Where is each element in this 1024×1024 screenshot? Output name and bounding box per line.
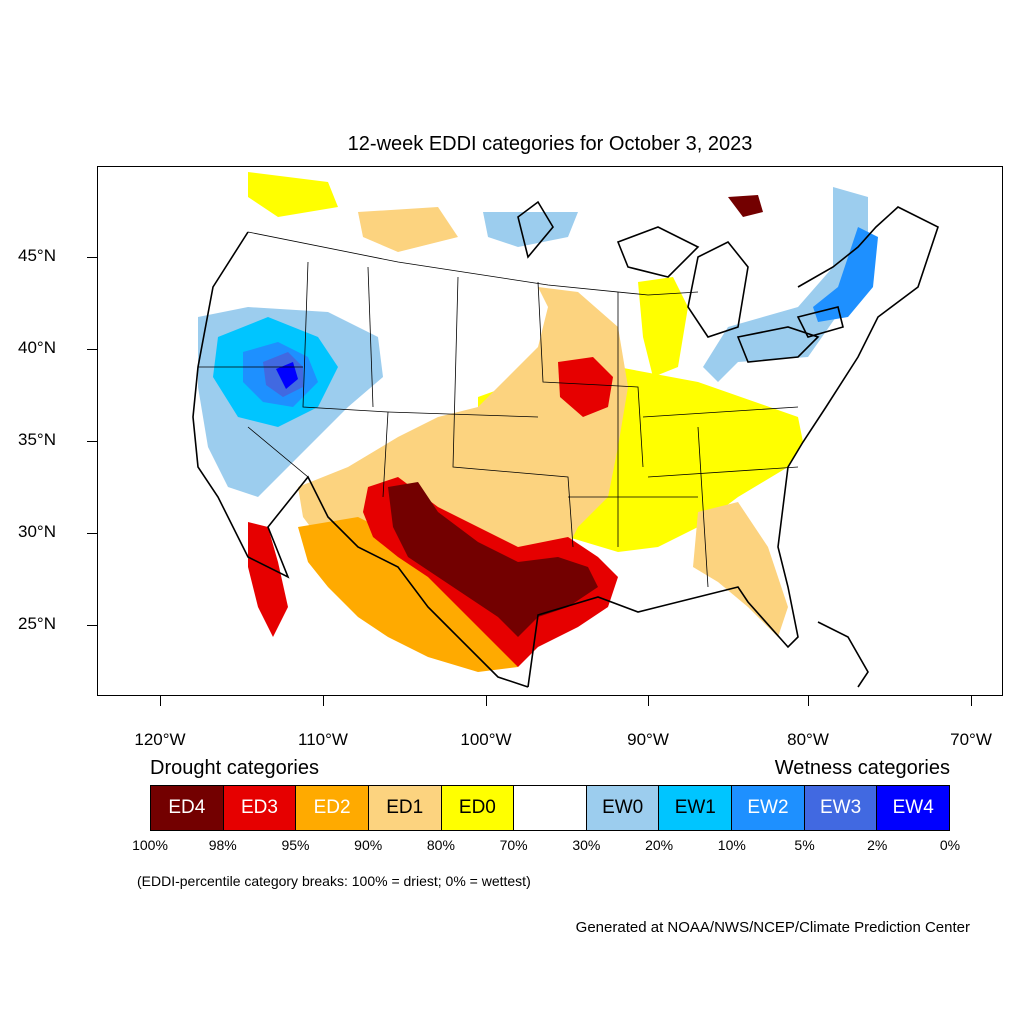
legend-swatch-ew3: EW3 [804,786,878,830]
lat-tick [87,625,97,626]
coastlines [192,200,939,688]
map-panel [97,166,1003,696]
eddi-map [192,172,939,688]
percentile-label: 10% [717,837,746,853]
lat-label-40: 40°N [18,338,56,357]
percentile-label: 98% [208,837,237,853]
percentile-label: 100% [132,837,168,853]
lat-tick [87,441,97,442]
wetness-heading: Wetness categories [774,757,950,779]
legend-swatch-ed3: ED3 [223,786,297,830]
lon-label-100: 100°W [460,730,512,749]
region-ew2-northeast [813,227,878,322]
percentile-label: 0% [939,837,961,853]
region-ew4-west [276,362,298,389]
lon-tick [971,696,972,706]
lat-label-30: 30°N [18,522,56,541]
percentile-label: 5% [794,837,815,853]
lon-label-110: 110°W [298,730,348,749]
lon-tick [160,696,161,706]
legend-swatch-ed0: ED0 [441,786,515,830]
region-ed0-upper-midwest [638,277,688,377]
lon-label-120: 120°W [134,730,186,749]
legend-swatch-ew2: EW2 [732,786,805,830]
percentile-label: 2% [867,837,888,853]
percentile-label: 80% [426,837,455,853]
credit-text: Generated at NOAA/NWS/NCEP/Climate Predi… [575,919,970,936]
lon-tick [808,696,809,706]
lon-label-70: 70°W [950,730,992,749]
lat-tick [87,257,97,258]
region-ed4-michigan [728,195,763,217]
legend-swatch-ed4: ED4 [151,786,224,830]
drought-heading: Drought categories [150,757,319,779]
map-title: 12-week EDDI categories for October 3, 2… [347,133,753,155]
percentile-label: 95% [281,837,310,853]
legend-swatch-ed1: ED1 [368,786,442,830]
legend-swatch-ew1: EW1 [659,786,733,830]
legend-note: (EDDI-percentile category breaks: 100% =… [137,873,531,889]
percentile-label: 90% [354,837,383,853]
legend-bar: ED4 ED3 ED2 ED1 ED0 EW0 EW1 EW2 EW3 EW4 [150,785,950,831]
region-ed3-west-coast [248,522,288,637]
lat-tick [87,533,97,534]
region-ed4 [388,482,598,637]
region-ew0-northeast [703,187,868,382]
lat-tick [87,349,97,350]
region-ew0-great-lakes [483,212,578,247]
region-ed2 [298,517,518,672]
region-ed1-north [358,207,458,252]
legend-swatch-ew4: EW4 [877,786,950,830]
legend-swatch-neutral [514,786,587,830]
percentile-label: 70% [499,837,528,853]
lon-tick [486,696,487,706]
lon-label-80: 80°W [787,730,829,749]
lat-label-45: 45°N [18,246,56,265]
region-ed1-southeast [693,502,788,637]
percentile-label: 30% [572,837,601,853]
lon-tick [323,696,324,706]
lon-label-90: 90°W [627,730,669,749]
legend-swatch-ew0: EW0 [586,786,660,830]
lon-tick [648,696,649,706]
lat-label-25: 25°N [18,614,56,633]
percentile-label: 20% [645,837,674,853]
lat-label-35: 35°N [18,430,56,449]
region-ed3-iowa [558,357,613,417]
legend-swatch-ed2: ED2 [296,786,369,830]
region-ed0-north [248,172,338,217]
